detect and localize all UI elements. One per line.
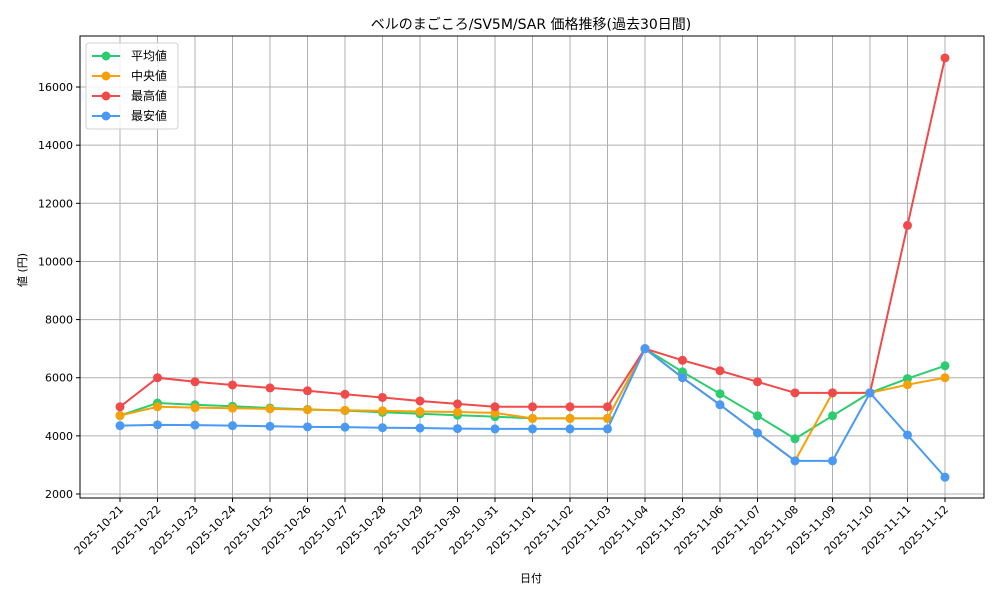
legend-box (85, 42, 179, 130)
data-point (940, 53, 950, 63)
data-point (528, 413, 537, 423)
legend-marker (101, 111, 111, 121)
data-point (753, 428, 762, 438)
y-tick-label: 14000 (38, 139, 73, 152)
data-point (903, 220, 912, 230)
chart-title: ベルのまごころ/SV5M/SAR 価格推移(過去30日間) (371, 17, 692, 33)
data-point (415, 406, 425, 416)
data-point (115, 421, 125, 431)
y-tick-label: 4000 (45, 430, 73, 443)
data-point (940, 373, 950, 383)
data-point (228, 403, 237, 413)
x-axis-label: 日付 (520, 572, 542, 585)
data-point (715, 400, 725, 410)
data-point (528, 402, 537, 412)
data-point (528, 424, 537, 434)
data-point (565, 413, 575, 423)
data-point (790, 456, 800, 466)
legend-entry: 平均値 (92, 48, 167, 63)
data-point (565, 424, 575, 434)
data-point (603, 402, 612, 412)
data-point (678, 355, 687, 365)
data-point (940, 472, 950, 482)
data-point (715, 366, 725, 376)
y-tick-label: 10000 (38, 255, 73, 268)
data-point (940, 361, 950, 371)
y-tick-label: 6000 (45, 372, 73, 385)
data-point (378, 423, 387, 433)
data-point (453, 424, 462, 434)
grid-lines (80, 36, 984, 498)
y-axis: 2000 4000 6000 8000 10000 12000 14000 16000 (38, 81, 80, 501)
data-series (115, 53, 950, 482)
y-tick-label: 2000 (45, 488, 73, 501)
data-point (415, 396, 425, 406)
x-axis: 2025-10-212025-10-222025-10-232025-10-24… (72, 498, 951, 557)
data-point (115, 402, 125, 412)
data-point (603, 413, 612, 423)
data-point (453, 407, 462, 417)
data-point (228, 421, 237, 431)
data-point (303, 422, 312, 432)
data-point (153, 373, 162, 383)
data-point (490, 424, 500, 434)
data-point (828, 456, 837, 466)
legend-label: 中央値 (131, 68, 167, 83)
data-point (190, 403, 200, 413)
data-point (265, 421, 275, 431)
data-point (828, 411, 837, 421)
data-point (715, 389, 725, 399)
data-point (115, 411, 125, 421)
data-point (303, 386, 312, 396)
legend-marker (101, 91, 111, 101)
data-point (153, 420, 162, 430)
data-point (903, 430, 912, 440)
data-point (303, 405, 312, 415)
data-point (790, 388, 800, 398)
data-point (678, 373, 687, 383)
data-point (340, 405, 350, 415)
data-point (453, 399, 462, 409)
data-point (490, 402, 500, 412)
data-point (415, 423, 425, 433)
legend-entry: 最高値 (92, 88, 167, 103)
data-point (603, 424, 612, 434)
data-point (190, 420, 200, 430)
legend-label: 最安値 (131, 108, 167, 123)
y-tick-label: 12000 (38, 197, 73, 210)
data-point (265, 404, 275, 414)
legend-marker (101, 71, 111, 81)
data-point (265, 383, 275, 393)
data-point (790, 434, 800, 444)
data-point (340, 389, 350, 399)
legend-entry: 最安値 (92, 108, 167, 123)
data-point (378, 406, 387, 416)
data-point (903, 380, 912, 390)
legend-entry: 中央値 (92, 68, 167, 83)
series-3 (115, 344, 950, 482)
data-point (565, 402, 575, 412)
data-point (340, 422, 350, 432)
data-point (378, 392, 387, 402)
data-point (640, 344, 650, 354)
data-point (153, 402, 162, 412)
y-axis-label: 値 (円) (16, 253, 29, 287)
data-point (865, 388, 875, 398)
legend-label: 平均値 (131, 48, 167, 63)
data-point (228, 380, 237, 390)
legend-label: 最高値 (131, 88, 167, 103)
y-tick-label: 16000 (38, 81, 73, 94)
data-point (753, 411, 762, 421)
y-tick-label: 8000 (45, 314, 73, 327)
data-point (753, 377, 762, 387)
data-point (190, 377, 200, 387)
data-point (828, 388, 837, 398)
legend-marker (101, 51, 111, 61)
